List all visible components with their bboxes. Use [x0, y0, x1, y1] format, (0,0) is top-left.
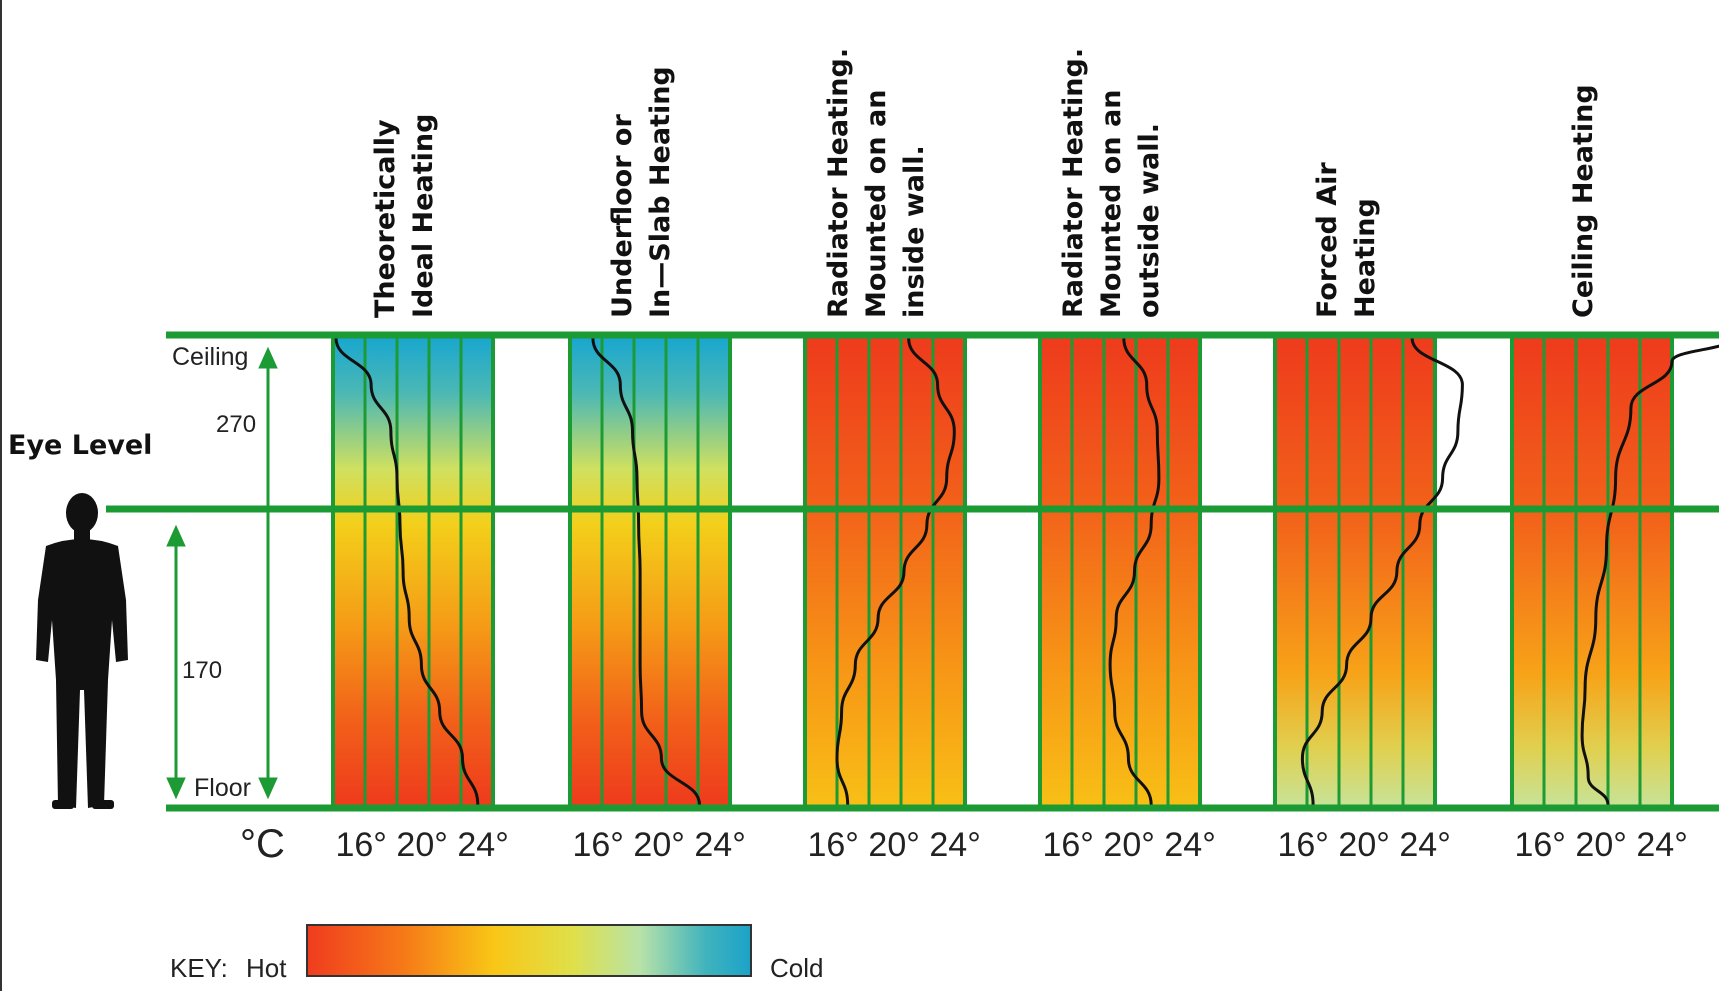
column-fill-6 [1512, 338, 1672, 805]
column-title-line: outside wall. [1134, 123, 1165, 318]
temperature-curve-3 [835, 337, 956, 806]
temperature-curve-2 [591, 337, 701, 806]
column-title-2: Underfloor or In—Slab Heating [604, 0, 680, 318]
temperature-unit-label: °C [240, 822, 285, 866]
column-title-line: Forced Air [1312, 162, 1343, 318]
ceiling-label: Ceiling [172, 343, 249, 371]
column-title-line: Heating [1350, 198, 1381, 318]
height-upper-label: 270 [216, 411, 257, 438]
left-border [0, 0, 2, 991]
eye-level-label: Eye Level [8, 430, 153, 461]
column-fill-1 [333, 338, 493, 805]
x-tick-label: 16° [1277, 826, 1329, 864]
column-title-line: In—Slab Heating [645, 66, 676, 318]
x-tick-label: 24° [929, 826, 981, 864]
x-tick-label: 20° [1338, 826, 1390, 864]
height-lower-label: 170 [182, 657, 223, 684]
key-cold-label: Cold [770, 953, 824, 983]
column-title-line: Ceiling Heating [1568, 84, 1599, 318]
column-fill-5 [1275, 338, 1435, 805]
x-tick-label: 20° [1103, 826, 1155, 864]
column-title-1: Theoretically Ideal Heating [367, 0, 443, 318]
temperature-curve-5 [1300, 337, 1464, 806]
column-title-line: Theoretically [370, 119, 401, 318]
column-fill-2 [570, 338, 730, 805]
temperature-curves [334, 337, 1719, 806]
key-gradient-bar [306, 924, 752, 977]
x-tick-label: 20° [396, 826, 448, 864]
column-title-line: Mounted on an [861, 89, 892, 318]
x-tick-label: 16° [572, 826, 624, 864]
column-title-line: Radiator Heating. [1058, 47, 1089, 318]
temperature-curve-1 [334, 337, 480, 806]
column-title-line: Radiator Heating. [823, 47, 854, 318]
column-title-line: inside wall. [899, 145, 930, 318]
x-tick-label: 16° [1042, 826, 1094, 864]
column-title-line: Mounted on an [1096, 89, 1127, 318]
height-arrow-upper [258, 346, 278, 800]
column-title-3: Radiator Heating. Mounted on an inside wal… [820, 0, 934, 318]
x-tick-label: 16° [1514, 826, 1566, 864]
x-tick-label: 24° [1399, 826, 1451, 864]
height-arrow-lower [166, 524, 186, 800]
column-fill-4 [1040, 338, 1200, 805]
x-tick-label: 20° [1575, 826, 1627, 864]
column-title-line: Ideal Heating [408, 113, 439, 318]
temperature-curve-4 [1108, 337, 1161, 806]
x-tick-label: 20° [633, 826, 685, 864]
x-tick-label: 20° [868, 826, 920, 864]
x-tick-label: 16° [807, 826, 859, 864]
heating-columns [331, 338, 1674, 805]
column-title-5: Forced Air Heating [1309, 0, 1385, 318]
person-silhouette-icon [36, 493, 128, 809]
column-fill-3 [805, 338, 965, 805]
temperature-curve-6 [1580, 344, 1719, 806]
x-tick-label: 24° [457, 826, 509, 864]
x-tick-label: 24° [1636, 826, 1688, 864]
x-tick-label: 24° [1164, 826, 1216, 864]
x-tick-label: 16° [335, 826, 387, 864]
column-title-line: Underfloor or [607, 114, 638, 318]
key-hot-label: Hot [246, 953, 287, 983]
x-tick-label: 24° [694, 826, 746, 864]
column-title-6: Ceiling Heating [1565, 0, 1603, 318]
column-title-4: Radiator Heating. Mounted on an outside wa… [1055, 0, 1169, 318]
floor-label: Floor [194, 774, 251, 802]
key-label: KEY: [170, 953, 228, 983]
